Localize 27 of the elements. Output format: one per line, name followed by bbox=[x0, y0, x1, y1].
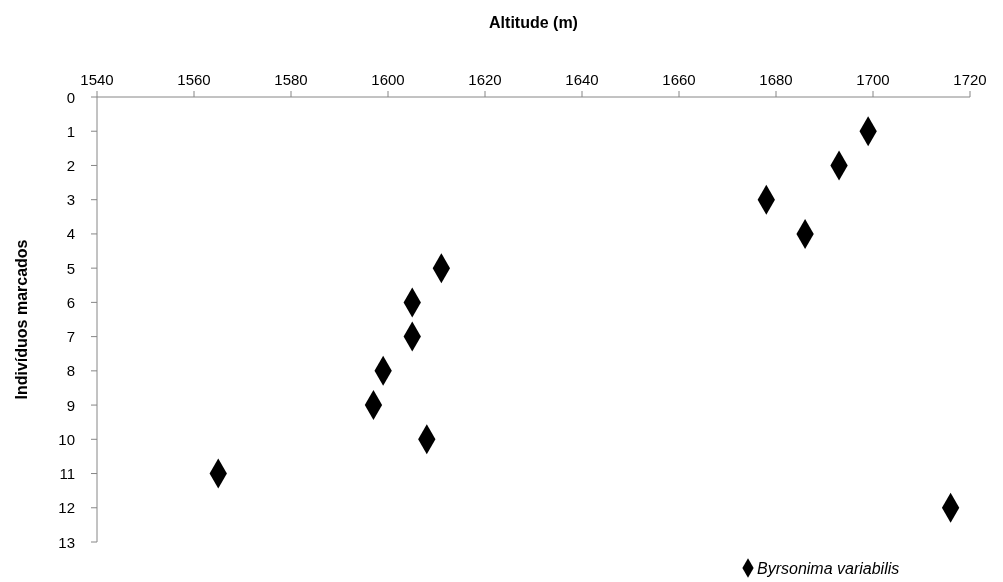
y-tick-label: 0 bbox=[66, 88, 75, 106]
y-tick-label: 4 bbox=[66, 225, 75, 243]
y-tick-label: 1 bbox=[66, 122, 75, 140]
y-tick-label: 12 bbox=[58, 499, 75, 517]
y-tick-label: 7 bbox=[66, 328, 75, 346]
x-tick-label: 1540 bbox=[80, 71, 114, 88]
y-tick-label: 2 bbox=[66, 156, 75, 174]
x-tick-label: 1580 bbox=[274, 71, 308, 88]
y-tick-label: 5 bbox=[66, 259, 75, 277]
x-tick-label: 1620 bbox=[468, 71, 502, 88]
y-axis-title: Indivíduos marcados bbox=[13, 239, 30, 400]
x-tick-label: 1720 bbox=[953, 71, 987, 88]
legend-label: Byrsonima variabilis bbox=[757, 560, 900, 577]
y-tick-label: 10 bbox=[58, 430, 75, 448]
x-axis-title: Altitude (m) bbox=[489, 14, 578, 31]
x-tick-label: 1600 bbox=[371, 71, 405, 88]
x-tick-label: 1560 bbox=[177, 71, 211, 88]
x-tick-label: 1640 bbox=[565, 71, 599, 88]
y-tick-label: 11 bbox=[59, 465, 75, 483]
y-tick-label: 6 bbox=[66, 293, 75, 311]
x-tick-label: 1680 bbox=[759, 71, 793, 88]
y-tick-label: 3 bbox=[66, 191, 75, 209]
x-tick-label: 1660 bbox=[662, 71, 696, 88]
y-tick-label: 8 bbox=[66, 362, 75, 380]
x-tick-label: 1700 bbox=[856, 71, 890, 88]
y-tick-label: 9 bbox=[66, 396, 75, 414]
y-tick-label: 13 bbox=[58, 533, 75, 551]
